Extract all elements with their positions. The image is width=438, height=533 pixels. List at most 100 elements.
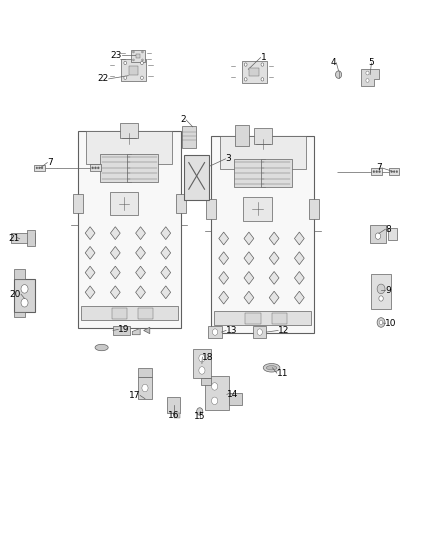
- Bar: [241, 61, 267, 83]
- Circle shape: [124, 61, 127, 64]
- Text: 21: 21: [8, 235, 20, 243]
- Polygon shape: [85, 246, 95, 259]
- Bar: [229, 393, 242, 405]
- Polygon shape: [269, 271, 279, 284]
- Circle shape: [98, 167, 99, 169]
- Text: 20: 20: [10, 290, 21, 298]
- Polygon shape: [294, 271, 304, 284]
- Circle shape: [141, 76, 143, 79]
- Polygon shape: [361, 69, 379, 86]
- Bar: [90, 164, 101, 171]
- Circle shape: [244, 78, 247, 81]
- Bar: [34, 165, 45, 171]
- Circle shape: [142, 59, 143, 61]
- Circle shape: [92, 167, 93, 169]
- Bar: [120, 123, 138, 139]
- Bar: [110, 192, 138, 215]
- Polygon shape: [136, 246, 145, 259]
- Polygon shape: [110, 286, 120, 298]
- Text: 18: 18: [202, 353, 214, 361]
- Bar: [205, 376, 229, 410]
- Bar: [250, 68, 258, 76]
- Circle shape: [366, 71, 369, 75]
- Bar: [167, 397, 180, 413]
- Polygon shape: [161, 286, 171, 298]
- Bar: [243, 197, 272, 221]
- Polygon shape: [144, 327, 150, 334]
- Polygon shape: [244, 252, 254, 264]
- Bar: [27, 230, 35, 246]
- Bar: [219, 136, 306, 169]
- Bar: [371, 168, 382, 175]
- Bar: [201, 378, 211, 385]
- Bar: [11, 233, 35, 243]
- Bar: [138, 368, 152, 377]
- Bar: [254, 128, 272, 144]
- Circle shape: [377, 284, 385, 294]
- Polygon shape: [219, 271, 229, 284]
- Polygon shape: [110, 266, 120, 279]
- Circle shape: [124, 76, 127, 79]
- Circle shape: [261, 78, 264, 81]
- Polygon shape: [294, 252, 304, 264]
- Circle shape: [133, 51, 134, 53]
- Circle shape: [212, 397, 218, 405]
- Bar: [389, 168, 399, 175]
- Bar: [14, 312, 25, 317]
- Polygon shape: [136, 266, 145, 279]
- Text: 10: 10: [385, 319, 397, 328]
- Bar: [14, 279, 35, 312]
- Circle shape: [379, 296, 383, 301]
- Text: 3: 3: [226, 155, 231, 163]
- Circle shape: [377, 318, 385, 327]
- Circle shape: [379, 171, 380, 173]
- Polygon shape: [219, 291, 229, 304]
- Bar: [113, 326, 130, 335]
- Circle shape: [21, 298, 28, 307]
- Polygon shape: [269, 291, 279, 304]
- Bar: [388, 228, 397, 240]
- Bar: [208, 326, 222, 338]
- Text: 8: 8: [385, 225, 391, 233]
- Bar: [272, 313, 287, 324]
- Polygon shape: [269, 232, 279, 245]
- Bar: [129, 66, 138, 75]
- Bar: [176, 193, 186, 213]
- Circle shape: [376, 171, 378, 173]
- Bar: [253, 326, 266, 338]
- Text: 1: 1: [261, 53, 266, 62]
- Circle shape: [379, 320, 383, 325]
- Bar: [206, 199, 216, 219]
- Bar: [182, 126, 196, 148]
- Bar: [193, 349, 211, 378]
- Text: 19: 19: [118, 325, 130, 334]
- Circle shape: [373, 171, 374, 173]
- Bar: [86, 131, 173, 164]
- Polygon shape: [219, 252, 229, 264]
- Polygon shape: [294, 232, 304, 245]
- Bar: [131, 50, 145, 62]
- Bar: [371, 274, 391, 309]
- Polygon shape: [244, 232, 254, 245]
- Bar: [138, 377, 152, 399]
- Bar: [135, 54, 141, 58]
- Ellipse shape: [263, 364, 280, 372]
- Circle shape: [336, 71, 342, 78]
- Bar: [14, 269, 25, 279]
- Circle shape: [39, 167, 40, 169]
- Polygon shape: [136, 227, 145, 239]
- Bar: [235, 125, 249, 146]
- Polygon shape: [132, 328, 140, 335]
- Bar: [127, 154, 158, 182]
- Text: 7: 7: [47, 158, 53, 167]
- Text: 14: 14: [227, 390, 238, 399]
- Circle shape: [375, 233, 381, 239]
- Ellipse shape: [266, 366, 277, 370]
- Bar: [100, 154, 131, 182]
- Circle shape: [141, 61, 143, 64]
- Polygon shape: [294, 291, 304, 304]
- Polygon shape: [269, 252, 279, 264]
- Text: 5: 5: [368, 59, 374, 67]
- Bar: [174, 413, 180, 418]
- Text: 12: 12: [278, 326, 290, 335]
